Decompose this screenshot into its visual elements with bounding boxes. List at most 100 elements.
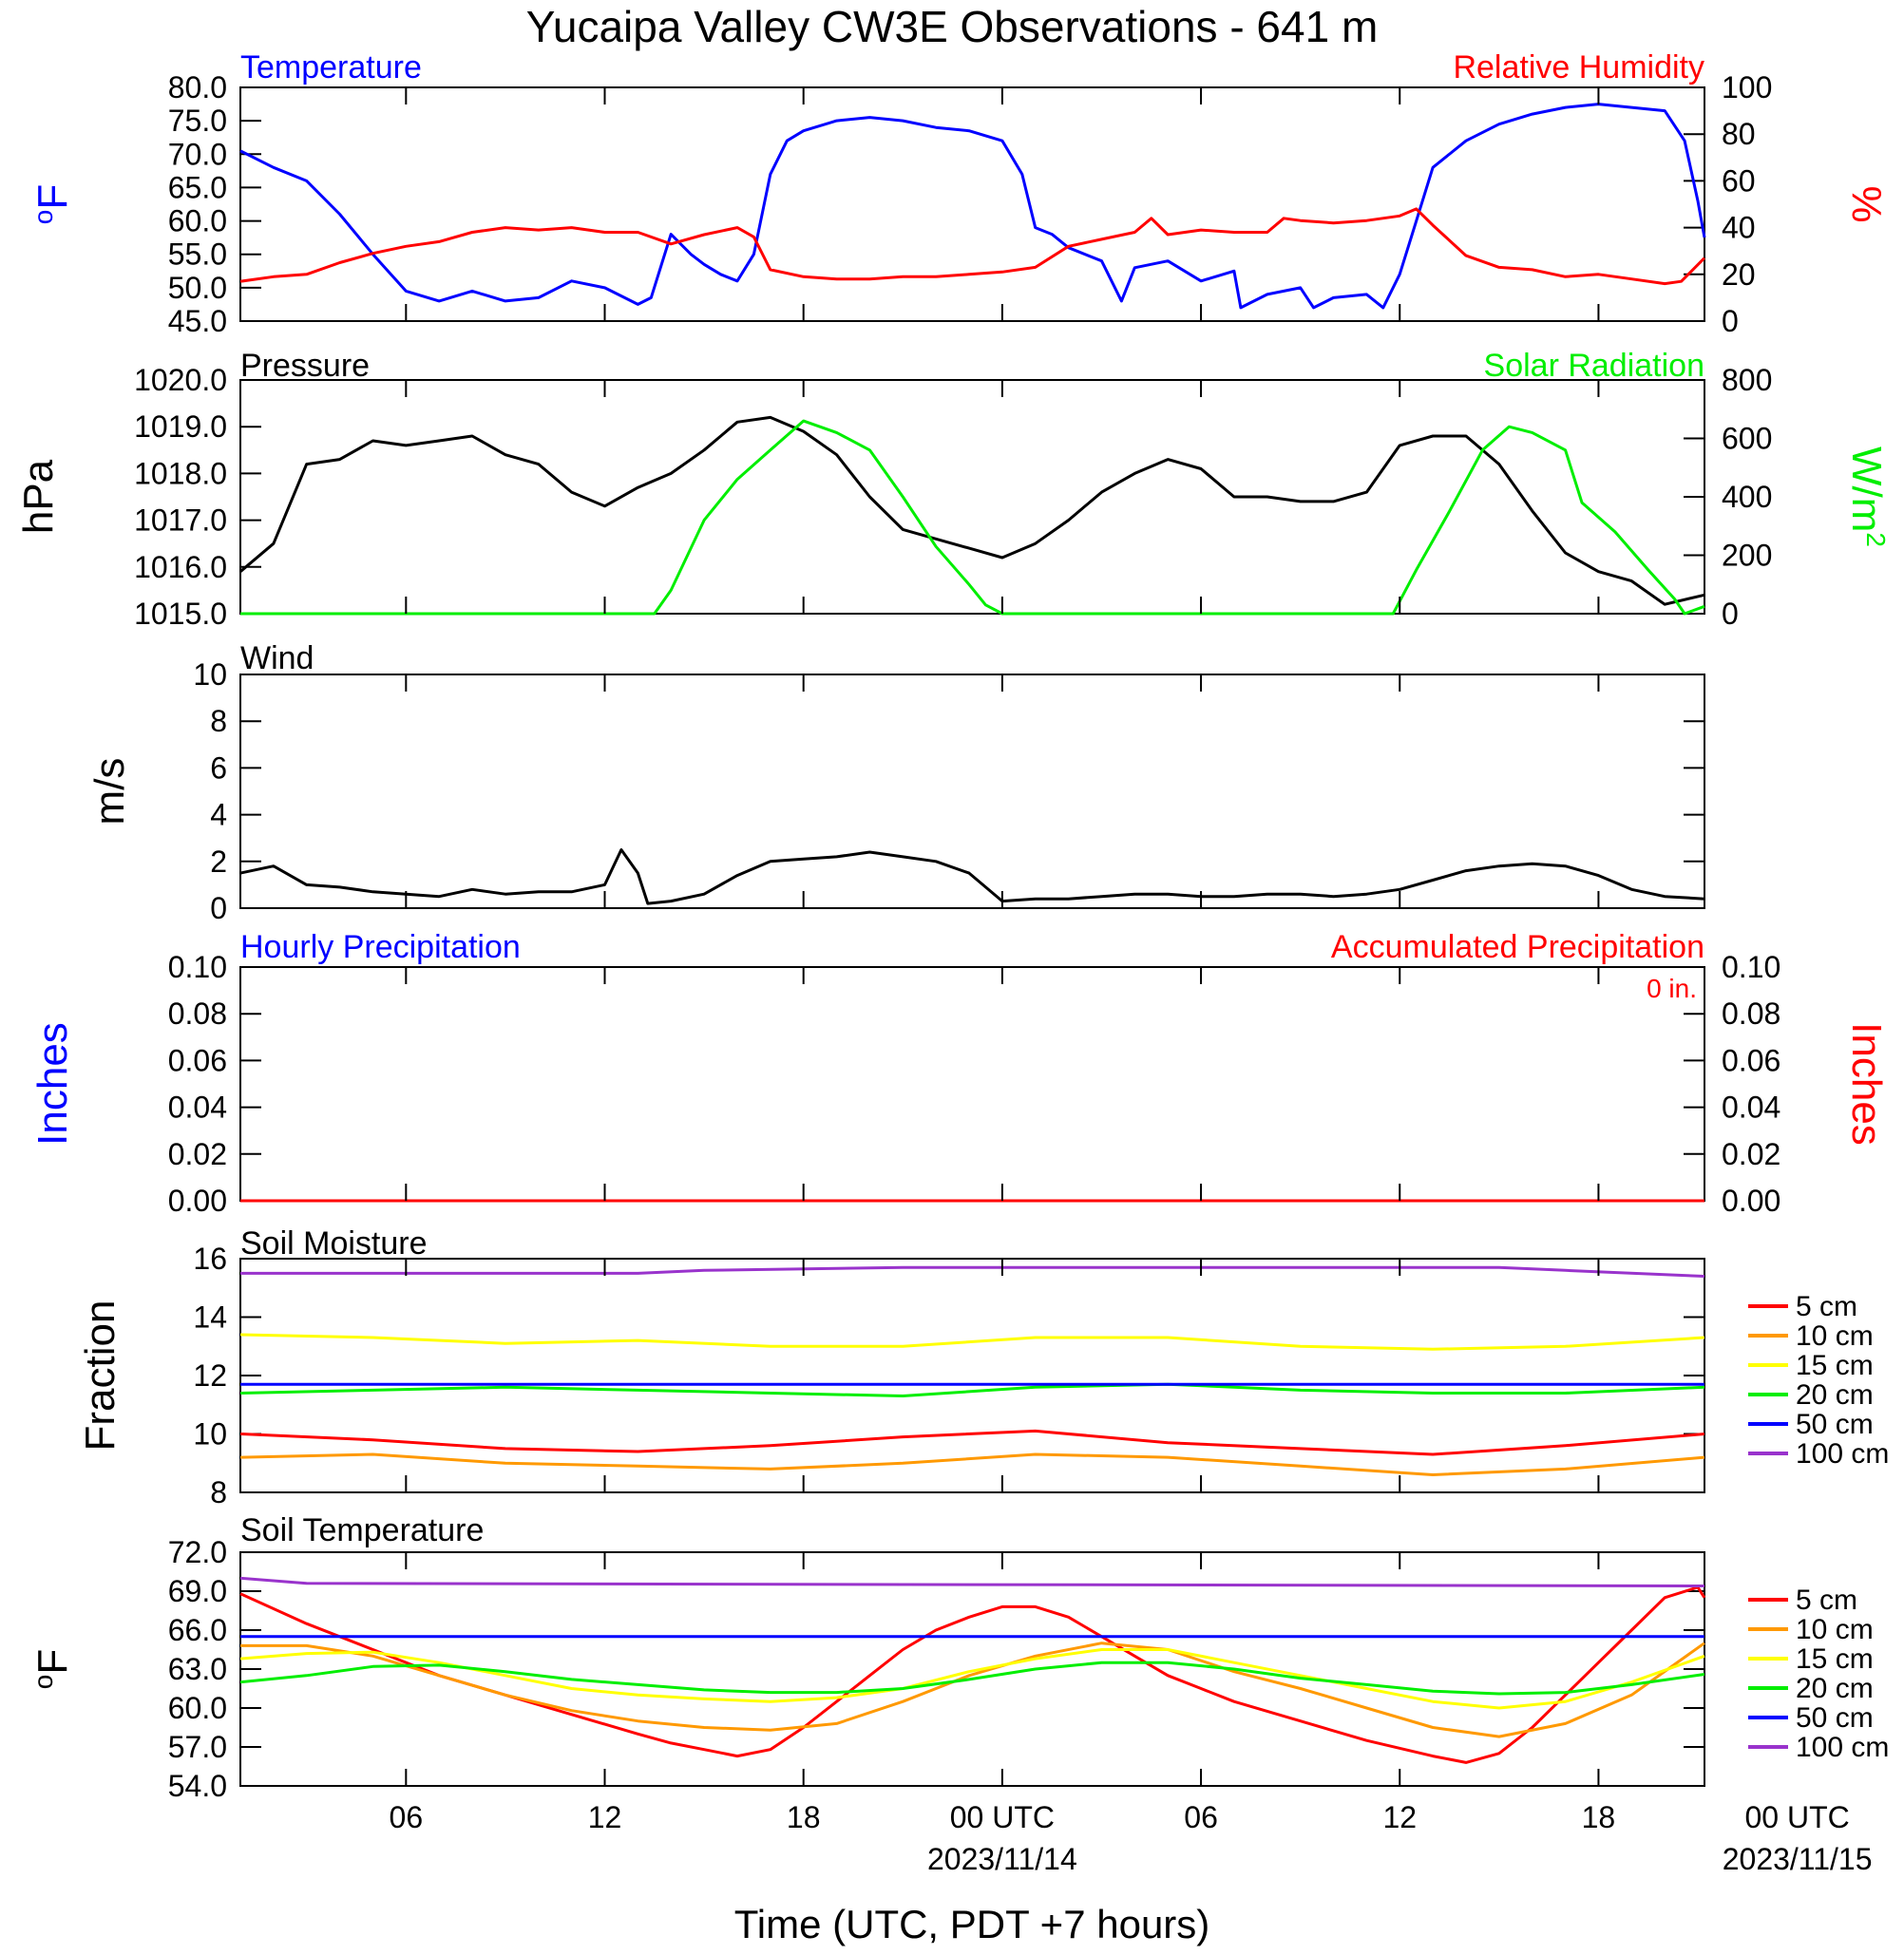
precipitation-panel: Hourly Precipitation Accumulated Precipi… [29,929,1890,1218]
hpa-label: hPa [15,459,62,534]
y-tick-label: 45.0 [168,304,227,338]
temperature-ticks: 45.050.055.060.065.070.075.080.0 [168,70,261,338]
y-tick-label-right: 600 [1722,422,1772,456]
y-tick-label: 16 [193,1242,227,1276]
pressure-title: Pressure [240,348,370,384]
series-line-solar-radiation [240,419,1705,616]
legend-label: 20 cm [1796,1379,1874,1411]
series-line-20-cm [239,1661,1705,1696]
series-line-pressure [239,415,1705,606]
y-tick-label: 60.0 [168,1691,227,1725]
x-axis: 06 12 18 00 UTC 2023/11/14 06 12 18 00 UTC 2023/1… [390,1800,1873,1876]
x-tick-label: 00 UTC [950,1800,1055,1834]
y-tick-label-right: 400 [1722,480,1772,514]
precip-ticks-left: 0.00 0.02 0.04 0.06 0.08 0.10 [168,950,261,1218]
pressure-solar-series [239,415,1705,616]
soil-temp-ticks: 54.0 57.0 60.0 63.0 66.0 69.0 72.0 [168,1535,1704,1803]
soil-moisture-title: Soil Moisture [240,1225,428,1262]
figure-title: Yucaipa Valley CW3E Observations - 641 m [526,2,1379,51]
soil-temp-series [239,1576,1706,1764]
series-line-5-cm [239,1585,1706,1764]
wm2-label: W/m2 [1843,446,1892,547]
y-tick-label: 8 [210,1475,227,1509]
series-line-relative-humidity [239,207,1706,286]
ms-label: m/s [86,758,133,826]
series-line-100-cm [239,1576,1705,1587]
y-tick-label-right: 20 [1722,257,1756,292]
x-tick-label: 12 [1382,1800,1417,1834]
x-axis-label: Time (UTC, PDT +7 hours) [734,1902,1210,1946]
y-tick-label-right: 0.06 [1722,1043,1780,1077]
y-tick-label-right: 100 [1722,70,1772,104]
series-line-temperature [239,103,1706,310]
legend-label: 100 cm [1796,1732,1889,1763]
y-tick-label: 4 [210,798,227,832]
legend-label: 50 cm [1796,1409,1874,1440]
humidity-title: Relative Humidity [1453,49,1704,85]
y-tick-label: 69.0 [168,1574,227,1608]
y-tick-label-right: 0.04 [1722,1091,1780,1125]
y-tick-label-right: 800 [1722,363,1772,397]
humidity-ticks: 0 20 40 60 80 100 [1684,70,1772,338]
y-tick-label: 80.0 [168,70,227,104]
soil-fahrenheit-label: oF [29,1649,77,1689]
hourly-precip-title: Hourly Precipitation [240,929,521,965]
y-tick-label-right: 0 [1722,304,1739,338]
x-tick-label: 18 [1582,1800,1616,1834]
y-tick-label: 14 [193,1300,227,1335]
series-line-10-cm [240,1642,1705,1738]
precip-ticks-right: 0.00 0.02 0.04 0.06 0.08 0.10 [1684,950,1780,1218]
degree-o: o [29,1675,58,1690]
y-tick-label: 66.0 [168,1613,227,1647]
temperature-humidity-panel: Temperature Relative Humidity oF % 45.05… [29,49,1891,338]
y-tick-label: 1018.0 [134,456,227,490]
legend-label: 10 cm [1796,1320,1874,1352]
legend-label: 100 cm [1796,1438,1889,1470]
wind-panel: Wind m/s 0 2 4 6 8 10 [86,640,1705,925]
wind-ticks: 0 2 4 6 8 10 [193,657,1704,925]
fraction-label: Fraction [77,1300,124,1452]
plot-frame [239,966,1705,1202]
y-tick-label: 1020.0 [134,363,227,397]
x-date-label: 2023/11/14 [927,1842,1077,1876]
x-date-label: 2023/11/15 [1723,1842,1873,1876]
series-line-20-cm [239,1382,1705,1397]
y-tick-label-right: 40 [1722,211,1756,245]
accum-total-label: 0 in. [1647,974,1697,1003]
y-tick-label: 75.0 [168,104,227,138]
solar-ticks: 0 200 400 600 800 [1684,363,1772,631]
soil-temperature-panel: Soil Temperature oF 54.0 57.0 60.0 63.0 66.0… [29,1512,1890,1803]
inches-left-label: Inches [29,1022,76,1146]
moisture-ticks: 8 10 12 14 16 [193,1242,1704,1509]
accum-precip-title: Accumulated Precipitation [1331,929,1704,965]
y-tick-label: 0.10 [168,950,227,984]
series-line-5-cm [239,1429,1705,1456]
series-line-15-cm [239,1333,1705,1351]
wind-title: Wind [240,640,314,676]
x-tick-label: 18 [787,1800,821,1834]
y-tick-label-right: 80 [1722,117,1756,151]
y-tick-label: 70.0 [168,137,227,171]
temperature-humidity-series [239,103,1706,310]
fahrenheit-f: F [29,184,76,210]
temperature-title: Temperature [240,49,422,85]
series-line-100-cm [240,1265,1705,1278]
solar-title: Solar Radiation [1484,348,1704,384]
y-tick-label: 10 [193,657,227,692]
pressure-ticks: 1015.0 1016.0 1017.0 1018.0 1019.0 1020.0 [134,363,261,631]
y-tick-label: 0 [210,891,227,925]
x-tick-label: 12 [588,1800,622,1834]
y-tick-label: 6 [210,750,227,785]
y-tick-label-right: 60 [1722,163,1756,198]
y-tick-label: 2 [210,845,227,879]
y-tick-label: 0.00 [168,1184,227,1218]
y-tick-label-right: 0.02 [1722,1137,1780,1171]
y-tick-label-right: 200 [1722,539,1772,573]
y-tick-label: 72.0 [168,1535,227,1569]
y-tick-label: 0.06 [168,1043,227,1077]
x-tick-label: 00 UTC [1744,1800,1849,1834]
legend-label: 5 cm [1796,1291,1857,1322]
legend-label: 50 cm [1796,1702,1874,1734]
